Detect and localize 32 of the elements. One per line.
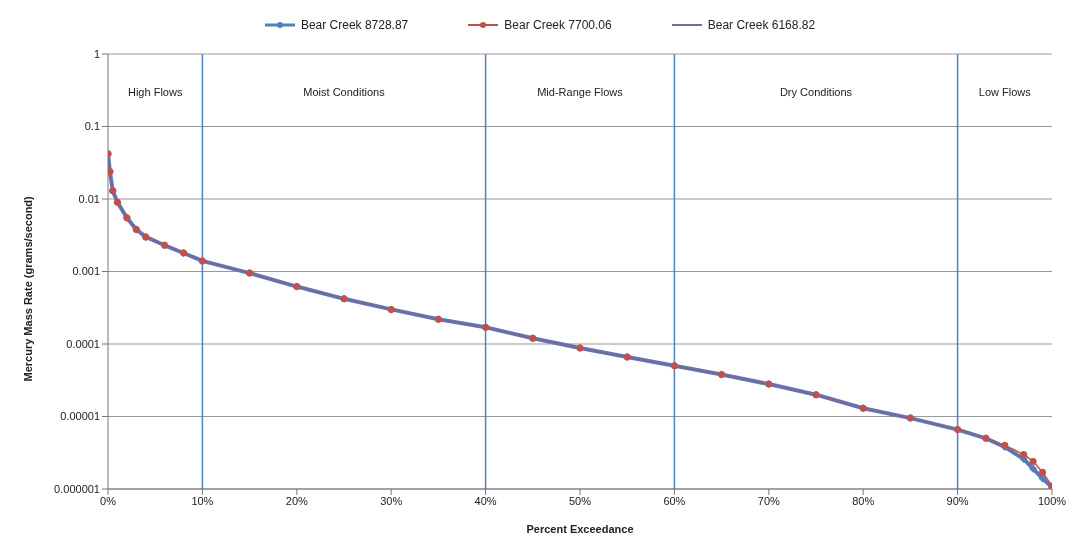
legend-label: Bear Creek 6168.82 [707,18,816,32]
y-tick-label: 0.00001 [60,410,100,423]
x-tick-label: 80% [852,494,875,507]
y-axis-title: Mercury Mass Rate (grams/second) [21,195,34,382]
y-tick-label: 0.1 [84,120,100,133]
y-tick-label: 0.01 [78,192,100,205]
x-tick-label: 60% [663,494,686,507]
x-tick-label: 20% [285,494,309,507]
x-tick-label: 0% [100,494,117,507]
x-tick-label: 90% [946,494,969,507]
x-tick-label: 10% [191,494,214,507]
point [1029,464,1038,473]
annotation: High Flows [128,85,183,98]
annotation: Low Flows [978,85,1032,98]
x-axis-title: Percent Exceedance [526,523,634,535]
annotation: Dry Conditions [779,85,853,98]
x-tick-label: 100% [1037,494,1067,507]
y-tick-label: 0.0001 [66,337,100,350]
x-tick-label: 40% [474,494,497,507]
x-tick-label: 50% [568,494,592,507]
y-tick-label: 1 [93,47,100,60]
x-tick-label: 70% [757,494,781,507]
legend-label: Bear Creek 7700.06 [504,18,612,32]
y-tick-label: 0.000001 [54,482,100,495]
point [1039,468,1047,476]
point [1020,450,1028,458]
y-tick-label: 0.001 [72,265,100,278]
annotation: Moist Conditions [303,85,386,98]
legend-label: Bear Creek 8728.87 [300,18,409,32]
annotation: Mid-Range Flows [537,85,624,98]
x-tick-label: 30% [380,494,403,507]
point [1029,457,1037,465]
